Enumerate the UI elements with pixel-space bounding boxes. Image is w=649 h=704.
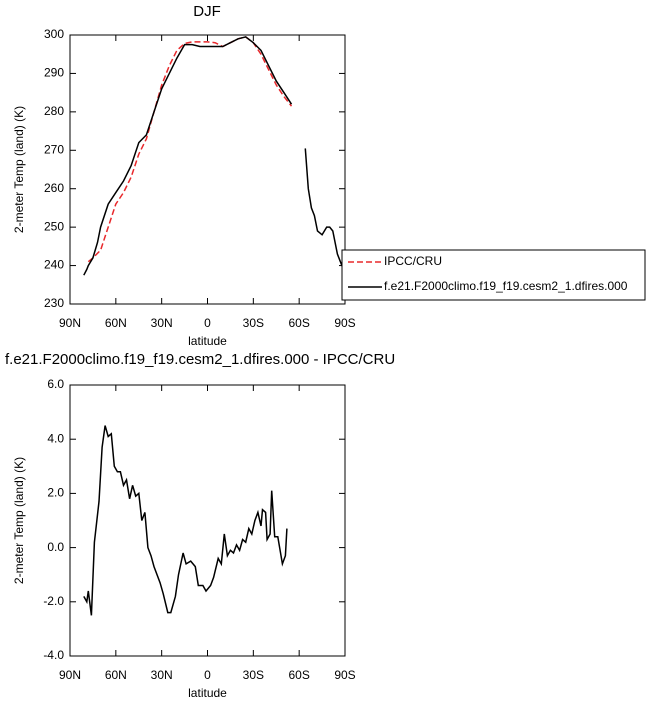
legend-label: IPCC/CRU <box>384 254 442 268</box>
legend-label: f.e21.F2000climo.f19_f19.cesm2_1.dfires.… <box>384 279 628 293</box>
y-tick-label: 240 <box>44 258 64 272</box>
plot-frame <box>69 384 346 657</box>
x-tick-label: 60N <box>105 668 127 682</box>
y-axis-label: 2-meter Temp (land) (K) <box>12 457 26 584</box>
y-tick-label: 250 <box>44 219 64 233</box>
x-axis-label: latitude <box>188 686 227 700</box>
y-tick-label: 230 <box>44 296 64 310</box>
x-tick-label: 0 <box>204 668 211 682</box>
x-tick-label: 90S <box>334 668 355 682</box>
y-tick-label: -2.0 <box>43 594 64 608</box>
x-tick-label: 30S <box>243 668 264 682</box>
y-tick-label: 6.0 <box>47 377 64 391</box>
data-line <box>83 425 288 616</box>
x-tick-label: 90N <box>59 316 81 330</box>
y-axis-label: 2-meter Temp (land) (K) <box>12 106 26 233</box>
y-tick-label: 260 <box>44 181 64 195</box>
y-tick-label: 280 <box>44 104 64 118</box>
x-tick-label: 30N <box>151 316 173 330</box>
y-tick-label: 290 <box>44 66 64 80</box>
x-tick-label: 90N <box>59 668 81 682</box>
x-tick-label: 30S <box>243 316 264 330</box>
y-tick-label: -4.0 <box>43 648 64 662</box>
x-tick-label: 60S <box>288 668 309 682</box>
data-line <box>83 36 345 276</box>
y-tick-label: 300 <box>44 27 64 41</box>
x-tick-label: 60N <box>105 316 127 330</box>
y-tick-label: 4.0 <box>47 431 64 445</box>
x-tick-label: 90S <box>334 316 355 330</box>
y-tick-label: 270 <box>44 142 64 156</box>
data-line <box>87 36 293 263</box>
x-tick-label: 0 <box>204 316 211 330</box>
legend-box <box>341 249 646 301</box>
plot-frame <box>69 34 346 305</box>
y-tick-label: 0.0 <box>47 540 64 554</box>
chart-title: DJF <box>193 3 221 20</box>
x-tick-label: 60S <box>288 316 309 330</box>
chart-title: f.e21.F2000climo.f19_f19.cesm2_1.dfires.… <box>5 351 395 368</box>
x-axis-label: latitude <box>188 334 227 348</box>
x-tick-label: 30N <box>151 668 173 682</box>
y-tick-label: 2.0 <box>47 486 64 500</box>
